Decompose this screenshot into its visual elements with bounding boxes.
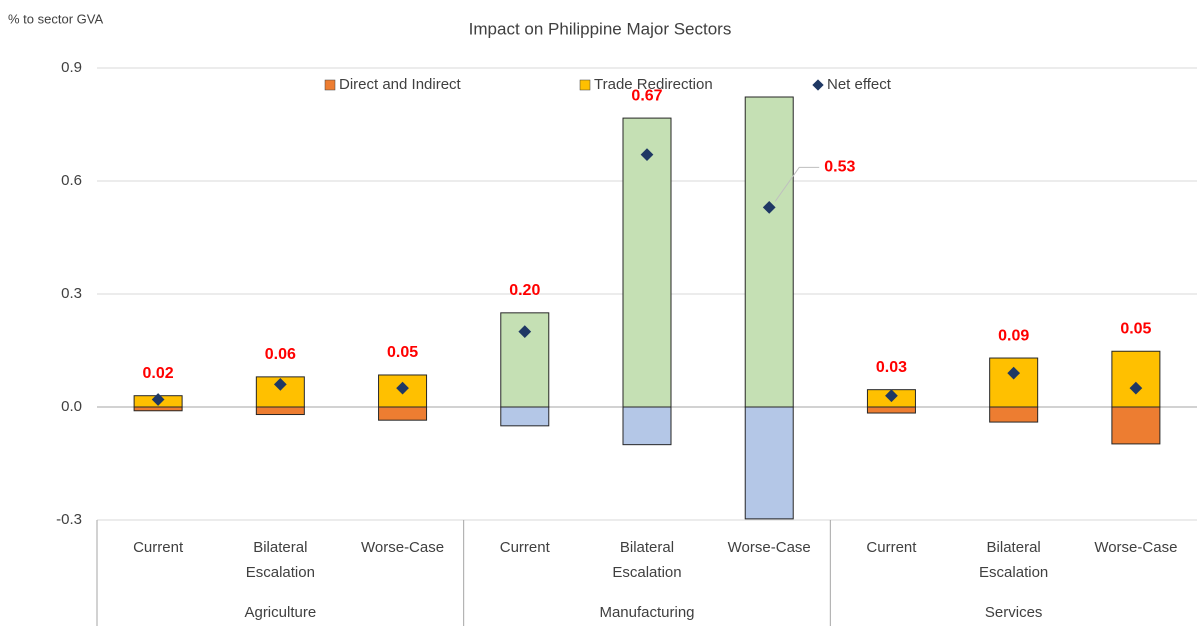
y-tick-label: 0.9: [61, 59, 82, 76]
bar-segment: [500, 406, 550, 427]
net-effect-marker: [273, 378, 287, 391]
bar-segment: [744, 96, 794, 408]
data-label: 0.06: [265, 346, 296, 363]
bar-segment: [133, 406, 183, 412]
legend-swatch: [324, 79, 336, 91]
x-tick-label: Worse-Case: [361, 539, 445, 556]
data-label: 0.03: [876, 359, 907, 376]
data-label: 0.09: [998, 327, 1029, 344]
bar-segment: [989, 357, 1039, 408]
x-tick-label: Current: [866, 539, 917, 556]
x-tick-label: Bilateral Escalation: [245, 539, 315, 581]
y-tick-label: 0.3: [61, 285, 82, 302]
net-effect-marker: [396, 381, 409, 395]
data-label: 0.20: [509, 282, 540, 299]
x-tick-label: Bilateral Escalation: [612, 539, 682, 581]
x-tick-label: Current: [133, 539, 184, 556]
bar-segment: [866, 406, 916, 414]
bar-segment: [1111, 350, 1161, 408]
chart-title: Impact on Philippine Major Sectors: [469, 19, 732, 38]
group-label: Manufacturing: [599, 604, 695, 621]
legend-swatch: [579, 79, 591, 91]
x-tick-label: Current: [499, 539, 550, 556]
x-tick-label: Worse-Case: [727, 539, 811, 556]
y-axis-label: % to sector GVA: [8, 11, 103, 26]
y-tick-label: 0.6: [61, 172, 82, 189]
legend-label: Net effect: [827, 76, 892, 93]
data-label: 0.67: [631, 87, 662, 104]
bar-segment: [255, 376, 305, 408]
bar-segment: [622, 117, 672, 408]
data-label: 0.53: [824, 159, 855, 176]
leader-line: [774, 166, 820, 202]
bar-segment: [989, 406, 1039, 423]
bar-segment: [622, 406, 672, 446]
bar-segment: [255, 406, 305, 416]
bar-segment: [1111, 406, 1161, 445]
legend-marker: [812, 79, 824, 91]
legend-label: Direct and Indirect: [339, 76, 462, 93]
x-tick-label: Bilateral Escalation: [979, 539, 1049, 581]
group-label: Services: [984, 604, 1043, 621]
data-label: 0.02: [143, 365, 174, 382]
legend-label: Trade Redirection: [594, 76, 713, 93]
data-label: 0.05: [1120, 320, 1151, 337]
x-tick-label: Worse-Case: [1094, 539, 1178, 556]
y-tick-label: 0.0: [61, 398, 82, 415]
y-tick-label: -0.3: [56, 511, 82, 528]
data-label: 0.05: [387, 344, 418, 361]
bar-segment: [744, 406, 794, 520]
group-label: Agriculture: [244, 604, 317, 621]
bar-segment: [378, 406, 428, 421]
net-effect-marker: [151, 393, 165, 406]
